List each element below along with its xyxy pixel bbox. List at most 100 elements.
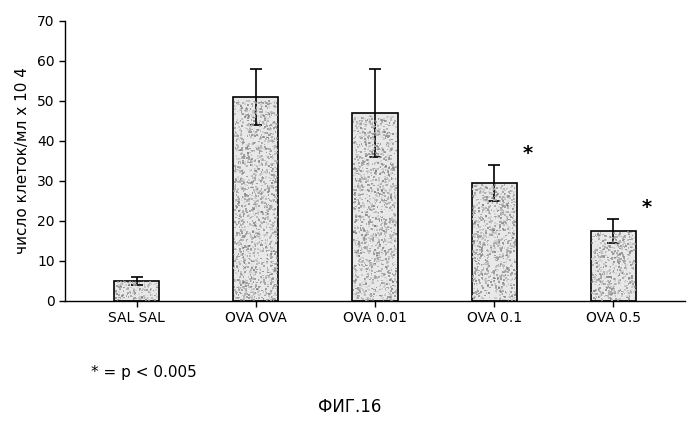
Point: [248, 266, 260, 273]
Point: [250, 191, 261, 198]
Point: [352, 201, 363, 208]
Point: [606, 286, 617, 292]
Point: [615, 245, 626, 252]
Point: [478, 222, 489, 229]
Point: [377, 220, 388, 227]
Point: [355, 178, 366, 184]
Point: [470, 278, 482, 285]
Point: [384, 120, 395, 127]
Point: [260, 275, 272, 282]
Point: [268, 174, 279, 181]
Point: [617, 244, 628, 250]
Point: [481, 217, 492, 224]
Point: [382, 264, 393, 271]
Point: [248, 128, 259, 134]
Point: [484, 226, 496, 233]
Point: [480, 184, 491, 191]
Point: [144, 282, 155, 289]
Point: [467, 248, 478, 255]
Point: [372, 203, 383, 210]
Point: [249, 241, 260, 248]
Point: [499, 267, 510, 274]
Point: [111, 283, 122, 289]
Point: [244, 180, 255, 187]
Point: [476, 295, 487, 301]
Point: [232, 99, 243, 106]
Point: [253, 175, 264, 182]
Point: [246, 289, 257, 296]
Point: [389, 244, 400, 251]
Point: [477, 236, 488, 243]
Point: [255, 241, 266, 248]
Point: [371, 152, 382, 159]
Point: [622, 240, 634, 247]
Point: [368, 141, 379, 148]
Point: [370, 200, 381, 207]
Point: [374, 128, 385, 135]
Point: [379, 164, 391, 171]
Point: [469, 285, 480, 292]
Point: [249, 166, 260, 173]
Point: [247, 158, 258, 164]
Point: [377, 166, 388, 173]
Point: [601, 259, 612, 266]
Point: [263, 162, 274, 169]
Point: [473, 251, 484, 258]
Point: [142, 283, 153, 289]
Point: [250, 218, 261, 225]
Point: [365, 151, 376, 158]
Point: [361, 212, 372, 218]
Point: [237, 167, 248, 174]
Point: [482, 266, 493, 272]
Point: [622, 236, 634, 243]
Point: [377, 191, 388, 198]
Point: [614, 272, 625, 279]
Point: [503, 253, 514, 260]
Point: [256, 178, 267, 185]
Point: [372, 122, 384, 129]
Point: [383, 289, 394, 296]
Point: [499, 193, 510, 200]
Point: [468, 248, 480, 255]
Point: [496, 212, 507, 218]
Point: [261, 153, 272, 159]
Point: [355, 188, 366, 195]
Point: [356, 132, 368, 139]
Point: [610, 275, 621, 282]
Point: [267, 226, 278, 233]
Point: [381, 241, 392, 248]
Point: [230, 167, 241, 174]
Point: [354, 134, 365, 141]
Point: [270, 266, 281, 272]
Point: [128, 287, 139, 294]
Point: [354, 205, 365, 212]
Point: [480, 197, 491, 204]
Point: [246, 167, 257, 174]
Point: [266, 111, 277, 118]
Point: [372, 146, 384, 153]
Point: [373, 237, 384, 244]
Point: [243, 243, 254, 250]
Point: [598, 246, 610, 252]
Point: [237, 158, 248, 164]
Point: [502, 203, 513, 210]
Point: [261, 121, 272, 128]
Point: [271, 199, 282, 206]
Point: [246, 167, 257, 174]
Point: [505, 272, 517, 278]
Point: [236, 110, 247, 116]
Point: [486, 232, 498, 239]
Point: [262, 210, 273, 217]
Point: [498, 199, 510, 206]
Point: [629, 241, 641, 247]
Point: [239, 193, 251, 199]
Point: [230, 245, 241, 252]
Point: [237, 262, 248, 269]
Point: [488, 238, 499, 245]
Point: [252, 249, 263, 256]
Point: [497, 280, 508, 287]
Point: [509, 257, 520, 264]
Point: [391, 268, 402, 275]
Point: [130, 295, 141, 302]
Point: [491, 253, 503, 260]
